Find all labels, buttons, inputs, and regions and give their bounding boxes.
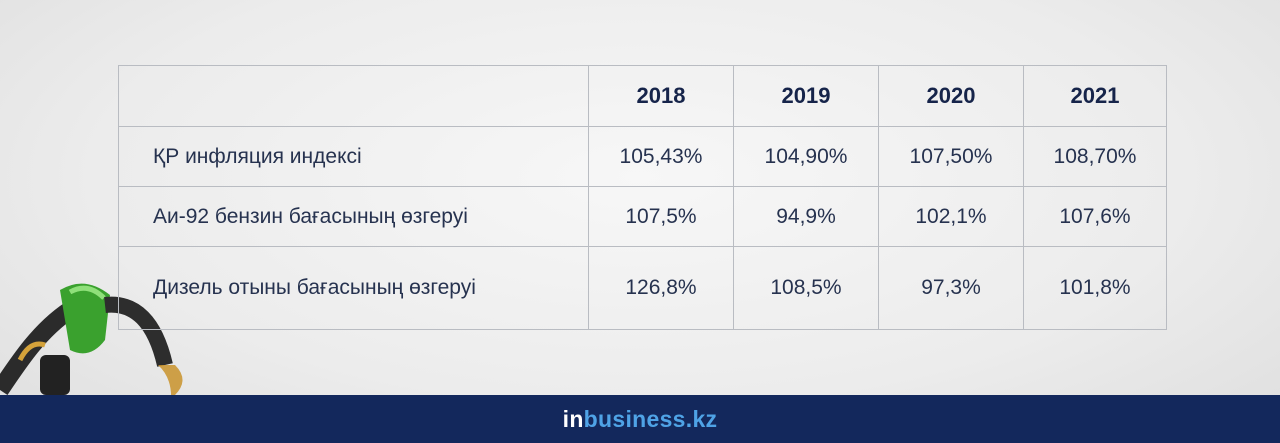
- header-cell: [118, 65, 589, 127]
- cell: 108,70%: [1023, 126, 1167, 187]
- header-cell: 2019: [733, 65, 879, 127]
- cell: 126,8%: [588, 246, 734, 330]
- header-cell: 2018: [588, 65, 734, 127]
- logo-prefix: in: [562, 406, 584, 432]
- row-label: Дизель отыны бағасының өзгеруі: [118, 246, 589, 330]
- data-table: 2018 2019 2020 2021 ҚР инфляция индексі 105,4…: [118, 65, 1167, 330]
- cell: 108,5%: [733, 246, 879, 330]
- table-row: ҚР инфляция индексі 105,43% 104,90% 107,50%…: [118, 126, 1167, 187]
- cell: 102,1%: [878, 186, 1024, 247]
- cell: 107,5%: [588, 186, 734, 247]
- cell: 97,3%: [878, 246, 1024, 330]
- table-row: Аи-92 бензин бағасының өзгеруі 107,5% 94,9…: [118, 186, 1167, 247]
- cell: 107,50%: [878, 126, 1024, 187]
- header-row: 2018 2019 2020 2021: [118, 65, 1167, 127]
- cell: 101,8%: [1023, 246, 1167, 330]
- logo-name: business.kz: [583, 406, 718, 432]
- cell: 105,43%: [588, 126, 734, 187]
- header-cell: 2020: [878, 65, 1024, 127]
- fuel-nozzle-illustration: [0, 283, 183, 413]
- table-row: Дизель отыны бағасының өзгеруі 126,8% 108,…: [118, 246, 1167, 330]
- row-label: ҚР инфляция индексі: [118, 126, 589, 187]
- cell: 94,9%: [733, 186, 879, 247]
- footer-bar: inbusiness.kz: [0, 395, 1280, 443]
- row-label: Аи-92 бензин бағасының өзгеруі: [118, 186, 589, 247]
- cell: 104,90%: [733, 126, 879, 187]
- logo: inbusiness.kz: [0, 406, 1280, 433]
- header-cell: 2021: [1023, 65, 1167, 127]
- cell: 107,6%: [1023, 186, 1167, 247]
